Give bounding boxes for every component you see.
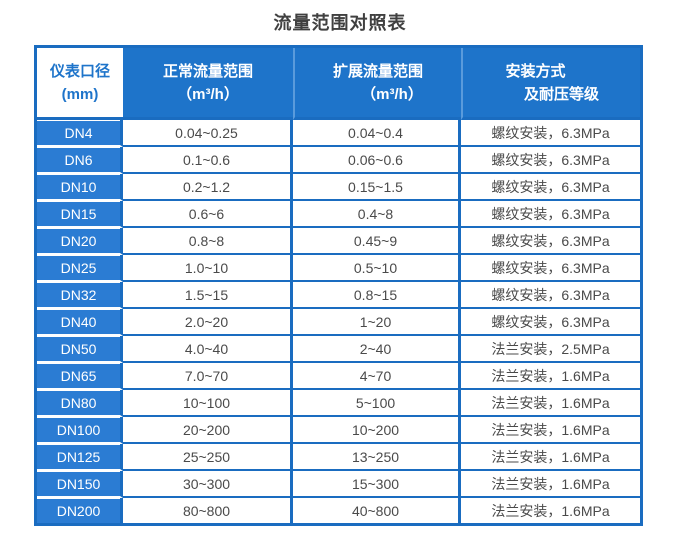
table-row: DN15 0.6~6 0.4~8 螺纹安装，6.3MPa — [37, 201, 640, 228]
table-row: DN10 0.2~1.2 0.15~1.5 螺纹安装，6.3MPa — [37, 174, 640, 201]
cell-normal-range: 4.0~40 — [123, 336, 293, 363]
cell-extended-range: 13~250 — [293, 444, 461, 471]
cell-diameter: DN80 — [37, 390, 123, 417]
header-cell-normal-range: 正常流量范围 （m³/h） — [123, 48, 293, 120]
cell-diameter: DN6 — [37, 147, 123, 174]
header-line2: (mm) — [61, 85, 99, 103]
cell-diameter: DN25 — [37, 255, 123, 282]
cell-installation: 法兰安装，1.6MPa — [461, 417, 640, 444]
cell-installation: 螺纹安装，6.3MPa — [461, 201, 640, 228]
cell-diameter: DN40 — [37, 309, 123, 336]
cell-extended-range: 0.04~0.4 — [293, 120, 461, 147]
header-line1: 仪表口径 — [49, 62, 110, 80]
cell-installation: 法兰安装，1.6MPa — [461, 498, 640, 523]
cell-diameter: DN10 — [37, 174, 123, 201]
cell-normal-range: 0.8~8 — [123, 228, 293, 255]
table-row: DN40 2.0~20 1~20 螺纹安装，6.3MPa — [37, 309, 640, 336]
cell-diameter: DN125 — [37, 444, 123, 471]
cell-diameter: DN200 — [37, 498, 123, 523]
flow-range-table: 仪表口径 (mm) 正常流量范围 （m³/h） 扩展流量范围 （m³/h） 安装… — [34, 45, 643, 526]
cell-normal-range: 1.5~15 — [123, 282, 293, 309]
cell-extended-range: 0.8~15 — [293, 282, 461, 309]
page-title: 流量范围对照表 — [273, 13, 407, 33]
cell-diameter: DN150 — [37, 471, 123, 498]
cell-extended-range: 40~800 — [293, 498, 461, 523]
header-line2: 及耐压等级 — [523, 85, 599, 103]
cell-installation: 法兰安装，1.6MPa — [461, 471, 640, 498]
cell-installation: 法兰安装，1.6MPa — [461, 363, 640, 390]
cell-normal-range: 25~250 — [123, 444, 293, 471]
cell-diameter: DN4 — [37, 120, 123, 147]
cell-extended-range: 0.5~10 — [293, 255, 461, 282]
table-row: DN150 30~300 15~300 法兰安装，1.6MPa — [37, 471, 640, 498]
header-line2: （m³/h） — [361, 85, 423, 103]
header-cell-installation: 安装方式 及耐压等级 — [461, 48, 640, 120]
cell-normal-range: 0.04~0.25 — [123, 120, 293, 147]
cell-normal-range: 10~100 — [123, 390, 293, 417]
cell-normal-range: 20~200 — [123, 417, 293, 444]
cell-normal-range: 80~800 — [123, 498, 293, 523]
cell-installation: 螺纹安装，6.3MPa — [461, 309, 640, 336]
cell-normal-range: 7.0~70 — [123, 363, 293, 390]
cell-normal-range: 2.0~20 — [123, 309, 293, 336]
cell-extended-range: 0.45~9 — [293, 228, 461, 255]
header-cell-extended-range: 扩展流量范围 （m³/h） — [293, 48, 461, 120]
cell-installation: 螺纹安装，6.3MPa — [461, 147, 640, 174]
cell-extended-range: 5~100 — [293, 390, 461, 417]
cell-diameter: DN15 — [37, 201, 123, 228]
cell-installation: 法兰安装，1.6MPa — [461, 444, 640, 471]
cell-normal-range: 1.0~10 — [123, 255, 293, 282]
table-row: DN6 0.1~0.6 0.06~0.6 螺纹安装，6.3MPa — [37, 147, 640, 174]
header-line2: （m³/h） — [177, 85, 239, 103]
cell-extended-range: 0.06~0.6 — [293, 147, 461, 174]
cell-extended-range: 0.15~1.5 — [293, 174, 461, 201]
header-line1: 正常流量范围 — [162, 62, 253, 80]
cell-installation: 法兰安装，1.6MPa — [461, 390, 640, 417]
cell-normal-range: 0.6~6 — [123, 201, 293, 228]
table-row: DN80 10~100 5~100 法兰安装，1.6MPa — [37, 390, 640, 417]
table-row: DN50 4.0~40 2~40 法兰安装，2.5MPa — [37, 336, 640, 363]
cell-extended-range: 0.4~8 — [293, 201, 461, 228]
table-row: DN4 0.04~0.25 0.04~0.4 螺纹安装，6.3MPa — [37, 120, 640, 147]
cell-diameter: DN65 — [37, 363, 123, 390]
cell-diameter: DN50 — [37, 336, 123, 363]
table-row: DN32 1.5~15 0.8~15 螺纹安装，6.3MPa — [37, 282, 640, 309]
cell-installation: 螺纹安装，6.3MPa — [461, 228, 640, 255]
cell-installation: 螺纹安装，6.3MPa — [461, 120, 640, 147]
table-body: DN4 0.04~0.25 0.04~0.4 螺纹安装，6.3MPa DN6 0.1~0.… — [37, 120, 640, 523]
cell-installation: 法兰安装，2.5MPa — [461, 336, 640, 363]
cell-installation: 螺纹安装，6.3MPa — [461, 282, 640, 309]
header-cell-diameter: 仪表口径 (mm) — [37, 48, 123, 120]
cell-extended-range: 1~20 — [293, 309, 461, 336]
table-row: DN20 0.8~8 0.45~9 螺纹安装，6.3MPa — [37, 228, 640, 255]
table-row: DN125 25~250 13~250 法兰安装，1.6MPa — [37, 444, 640, 471]
table-row: DN65 7.0~70 4~70 法兰安装，1.6MPa — [37, 363, 640, 390]
header-line1: 扩展流量范围 — [332, 62, 423, 80]
cell-extended-range: 10~200 — [293, 417, 461, 444]
cell-installation: 螺纹安装，6.3MPa — [461, 174, 640, 201]
cell-diameter: DN32 — [37, 282, 123, 309]
cell-extended-range: 15~300 — [293, 471, 461, 498]
table-row: DN25 1.0~10 0.5~10 螺纹安装，6.3MPa — [37, 255, 640, 282]
cell-extended-range: 2~40 — [293, 336, 461, 363]
cell-normal-range: 0.2~1.2 — [123, 174, 293, 201]
cell-installation: 螺纹安装，6.3MPa — [461, 255, 640, 282]
table-row: DN200 80~800 40~800 法兰安装，1.6MPa — [37, 498, 640, 523]
cell-normal-range: 0.1~0.6 — [123, 147, 293, 174]
header-row: 仪表口径 (mm) 正常流量范围 （m³/h） 扩展流量范围 （m³/h） 安装… — [37, 48, 640, 120]
cell-extended-range: 4~70 — [293, 363, 461, 390]
cell-normal-range: 30~300 — [123, 471, 293, 498]
header-line1: 安装方式 — [505, 62, 566, 80]
cell-diameter: DN20 — [37, 228, 123, 255]
table-row: DN100 20~200 10~200 法兰安装，1.6MPa — [37, 417, 640, 444]
cell-diameter: DN100 — [37, 417, 123, 444]
